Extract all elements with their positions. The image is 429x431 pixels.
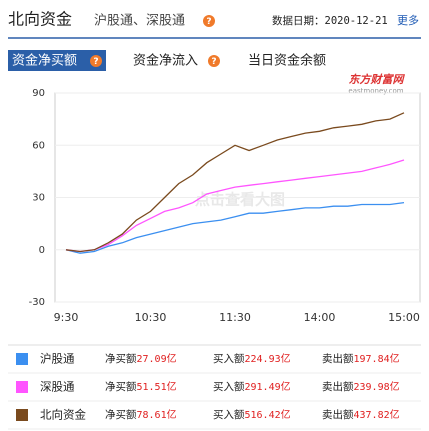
- help-icon-text: ?: [211, 57, 216, 67]
- legend-swatch: [16, 409, 28, 421]
- logo-sub: eastmoney.com: [348, 87, 403, 95]
- legend-cell: 卖出额197.84亿: [322, 352, 400, 365]
- x-tick-label: 9:30: [54, 311, 79, 324]
- y-tick-label: 60: [32, 140, 45, 151]
- cell-label: 卖出额: [322, 352, 354, 365]
- y-tick-label: 30: [32, 193, 45, 204]
- y-tick-label: -30: [29, 297, 45, 308]
- cell-value: 78.61亿: [137, 408, 177, 421]
- cell-value: 291.49亿: [245, 380, 291, 393]
- subtitle: 沪股通、深股通: [94, 13, 185, 29]
- cell-label: 净买额: [105, 380, 137, 393]
- cell-label: 卖出额: [322, 380, 354, 393]
- cell-label: 净买额: [105, 352, 137, 365]
- cell-label: 净买额: [105, 408, 137, 421]
- x-tick-label: 11:30: [219, 311, 251, 324]
- cell-value: 239.98亿: [354, 380, 400, 393]
- cell-value: 197.84亿: [354, 352, 400, 365]
- date-label: 数据日期：2020-12-21: [272, 14, 388, 27]
- legend-name: 沪股通: [40, 352, 75, 366]
- cell-label: 卖出额: [322, 408, 354, 421]
- page-title: 北向资金: [8, 10, 72, 29]
- cell-label: 买入额: [213, 408, 245, 421]
- help-icon-text: ?: [93, 57, 98, 67]
- series-line: [65, 112, 405, 253]
- legend-cell: 买入额224.93亿: [213, 352, 291, 365]
- series-line: [65, 201, 405, 254]
- legend-swatch: [16, 381, 28, 393]
- y-tick-label: 0: [39, 245, 45, 256]
- legend-swatch: [16, 353, 28, 365]
- cell-value: 27.09亿: [137, 352, 177, 365]
- logo: 东方财富网: [349, 73, 406, 86]
- plot: -30 0 30 60 90 9:30 10:30 11:30 14:00 15:00: [29, 88, 420, 324]
- help-icon-text: ?: [206, 17, 211, 27]
- tab[interactable]: 资金净流入: [133, 53, 198, 69]
- series-line: [65, 159, 405, 253]
- y-tick-label: 90: [32, 88, 45, 99]
- legend-cell: 买入额291.49亿: [213, 380, 291, 393]
- legend-cell: 净买额78.61亿: [105, 408, 177, 421]
- cell-label: 买入额: [213, 352, 245, 365]
- cell-label: 买入额: [213, 380, 245, 393]
- legend-cell: 卖出额437.82亿: [322, 408, 400, 421]
- x-tick-label: 14:00: [304, 311, 336, 324]
- legend-cell: 净买额27.09亿: [105, 352, 177, 365]
- active-tab[interactable]: [8, 50, 106, 71]
- legend-name: 深股通: [40, 380, 75, 394]
- tab[interactable]: 当日资金余额: [248, 53, 326, 69]
- cell-value: 516.42亿: [245, 408, 291, 421]
- help-icon[interactable]: [90, 55, 102, 67]
- help-icon[interactable]: [208, 55, 220, 67]
- help-icon[interactable]: [203, 15, 215, 27]
- x-tick-label: 15:00: [388, 311, 420, 324]
- cell-value: 224.93亿: [245, 352, 291, 365]
- cell-value: 51.51亿: [137, 380, 177, 393]
- legend-cell: 净买额51.51亿: [105, 380, 177, 393]
- x-tick-label: 10:30: [135, 311, 167, 324]
- tab[interactable]: 资金净买额: [12, 53, 77, 69]
- cell-value: 437.82亿: [354, 408, 400, 421]
- watermark[interactable]: 点击查看大图: [195, 191, 285, 209]
- legend-cell: 买入额516.42亿: [213, 408, 291, 421]
- legend-cell: 卖出额239.98亿: [322, 380, 400, 393]
- legend-name: 北向资金: [40, 408, 86, 422]
- more-link[interactable]: 更多: [397, 13, 419, 27]
